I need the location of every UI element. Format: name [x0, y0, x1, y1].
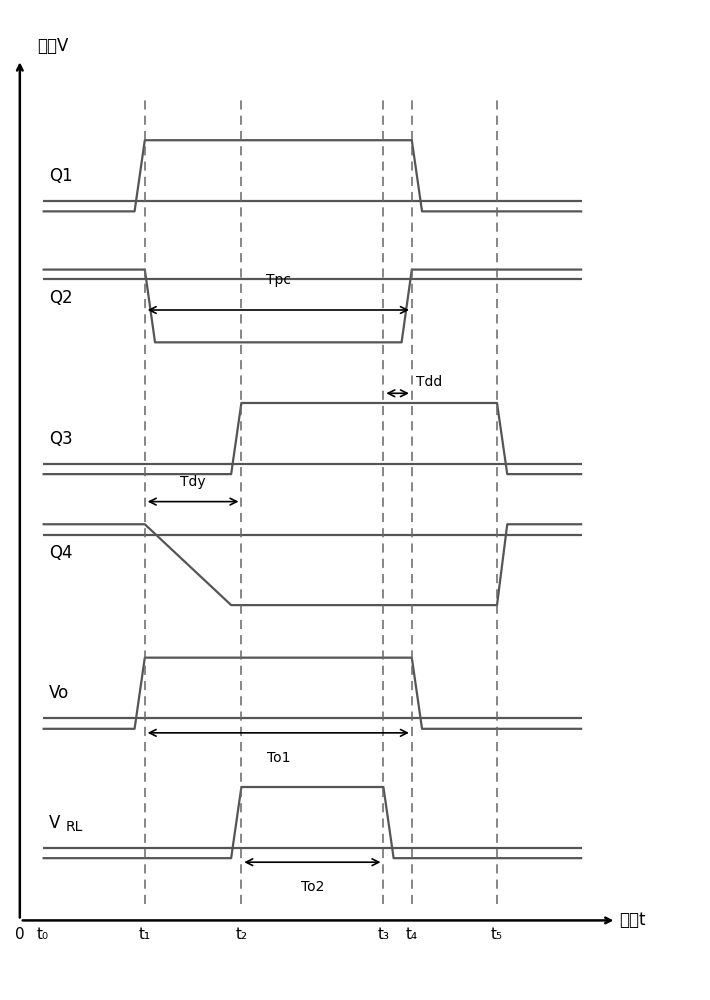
Text: 0: 0 [15, 927, 25, 942]
Text: Tdd: Tdd [416, 375, 442, 389]
Text: 时间t: 时间t [619, 911, 645, 929]
Text: To2: To2 [301, 880, 324, 894]
Text: Q4: Q4 [50, 544, 73, 562]
Text: Tpc: Tpc [266, 273, 291, 287]
Text: 电压V: 电压V [37, 37, 68, 55]
Text: V: V [50, 814, 61, 832]
Text: RL: RL [65, 820, 82, 834]
Text: To1: To1 [266, 751, 290, 765]
Text: Vo: Vo [50, 684, 70, 702]
Text: t₄: t₄ [405, 927, 418, 942]
Text: t₁: t₁ [138, 927, 151, 942]
Text: t₃: t₃ [378, 927, 389, 942]
Text: Tdy: Tdy [180, 475, 206, 489]
Text: t₀: t₀ [36, 927, 48, 942]
Text: Q3: Q3 [50, 430, 73, 448]
Text: t₅: t₅ [491, 927, 503, 942]
Text: Q1: Q1 [50, 167, 73, 185]
Text: t₂: t₂ [235, 927, 248, 942]
Text: Q2: Q2 [50, 289, 73, 307]
